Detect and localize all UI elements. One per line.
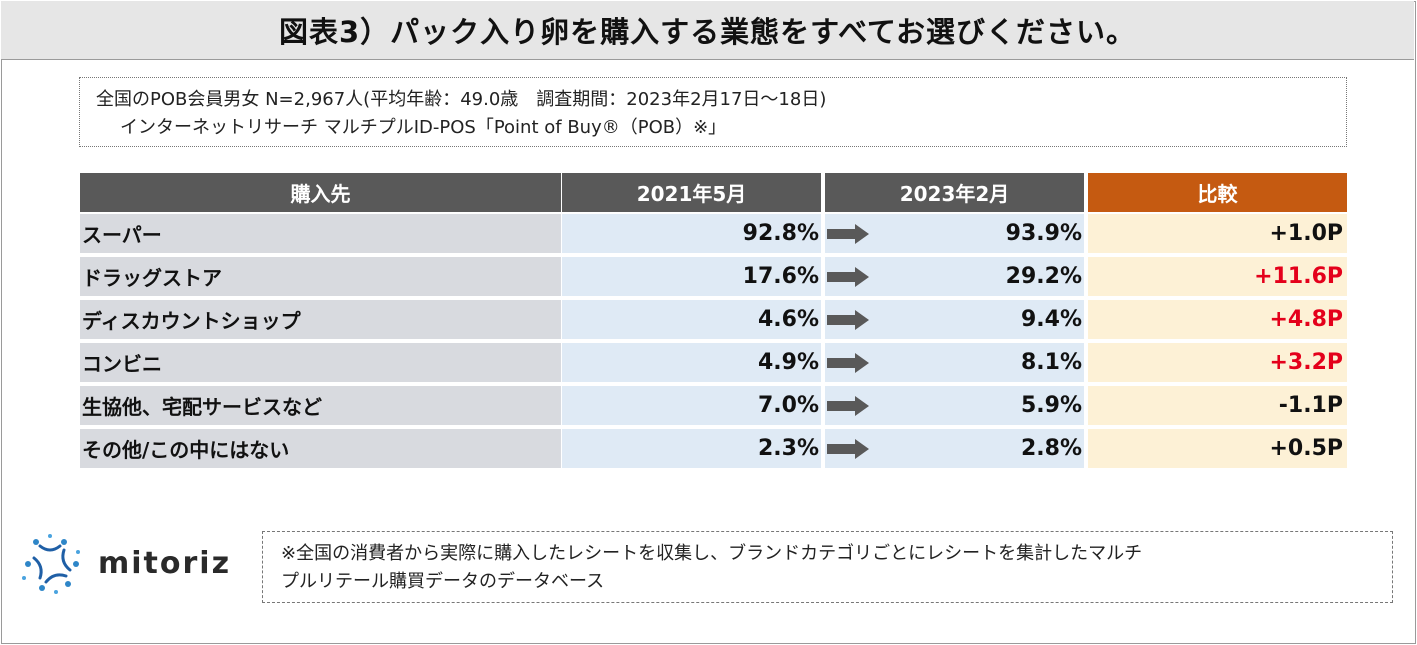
right-arrow-icon xyxy=(827,396,869,416)
value-2021: 2.3% xyxy=(562,429,821,468)
figure-title: 図表3）パック入り卵を購入する業態をすべてお選びください。 xyxy=(278,15,1137,49)
right-arrow-icon xyxy=(827,353,869,373)
channel-label: コンビニ xyxy=(80,343,561,382)
header-comparison: 比較 xyxy=(1088,173,1347,212)
right-arrow-icon xyxy=(827,310,869,330)
footnote-box: ※全国の消費者から実際に購入したレシートを収集し、ブランドカテゴリごとにレシート… xyxy=(262,531,1393,603)
title-bar: 図表3）パック入り卵を購入する業態をすべてお選びください。 xyxy=(1,1,1414,60)
comparison-value: +11.6P xyxy=(1088,257,1347,296)
header-2023-feb: 2023年2月 xyxy=(825,173,1084,212)
comparison-value: +3.2P xyxy=(1088,343,1347,382)
value-2021: 4.6% xyxy=(562,300,821,339)
value-2021: 4.9% xyxy=(562,343,821,382)
footnote-line-1: ※全国の消費者から実際に購入したレシートを収集し、ブランドカテゴリごとにレシート… xyxy=(281,543,1143,564)
header-channel: 購入先 xyxy=(80,173,561,212)
right-arrow-icon xyxy=(827,224,869,244)
right-arrow-icon xyxy=(827,267,869,287)
header-2021-may: 2021年5月 xyxy=(562,173,821,212)
mitoriz-logo-icon xyxy=(22,534,80,594)
value-2021: 7.0% xyxy=(562,386,821,425)
comparison-value: +0.5P xyxy=(1088,429,1347,468)
value-2021: 92.8% xyxy=(562,214,821,253)
footnote-line-2: プルリテール購買データのデータベース xyxy=(281,571,605,592)
channel-label: スーパー xyxy=(80,214,561,253)
comparison-value: +1.0P xyxy=(1088,214,1347,253)
channel-label: その他/この中にはない xyxy=(80,429,561,468)
mitoriz-logo: mitoriz xyxy=(20,532,240,596)
survey-line-2: インターネットリサーチ マルチプルID-POS「Point of Buy®（PO… xyxy=(120,117,727,138)
right-arrow-icon xyxy=(827,439,869,459)
comparison-value: +4.8P xyxy=(1088,300,1347,339)
logo-text: mitoriz xyxy=(98,546,232,581)
value-2021: 17.6% xyxy=(562,257,821,296)
survey-info-box: 全国のPOB会員男女 N=2,967人(平均年齢：49.0歳 調査期間：2023… xyxy=(79,77,1347,147)
channel-label: ドラッグストア xyxy=(80,257,561,296)
survey-line-1: 全国のPOB会員男女 N=2,967人(平均年齢：49.0歳 調査期間：2023… xyxy=(96,89,827,110)
channel-label: ディスカウントショップ xyxy=(80,300,561,339)
channel-label: 生協他、宅配サービスなど xyxy=(80,386,561,425)
value-2023: 8.1% xyxy=(825,343,1084,382)
comparison-value: -1.1P xyxy=(1088,386,1347,425)
